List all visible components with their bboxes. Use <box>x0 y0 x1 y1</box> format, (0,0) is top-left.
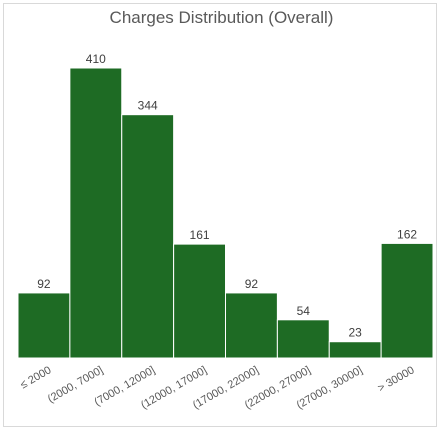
bar-4 <box>225 292 278 359</box>
bar-2 <box>121 114 175 359</box>
bar-3 <box>173 243 226 359</box>
data-label-7: 162 <box>397 227 417 241</box>
chart-title: Charges Distribution (Overall) <box>109 8 334 27</box>
data-label-5: 54 <box>297 304 311 318</box>
data-label-0: 92 <box>37 277 51 291</box>
bar-1 <box>69 67 123 359</box>
data-label-2: 344 <box>138 99 158 113</box>
bars-group <box>17 67 434 359</box>
data-label-4: 92 <box>245 277 259 291</box>
data-label-3: 161 <box>190 228 210 242</box>
bar-6 <box>328 341 382 359</box>
bar-0 <box>17 292 71 359</box>
data-label-1: 410 <box>86 52 106 66</box>
x-tick-labels-group: ≤ 2000(2000, 7000](7000, 12000](12000, 1… <box>18 364 416 411</box>
data-labels-group: 92 410 344 161 92 54 23 162 <box>37 52 417 340</box>
x-tick-label-0: ≤ 2000 <box>18 364 53 391</box>
bar-5 <box>276 319 330 359</box>
data-label-6: 23 <box>349 326 363 340</box>
bar-7 <box>380 242 434 359</box>
x-tick-label-7: > 30000 <box>376 364 417 394</box>
